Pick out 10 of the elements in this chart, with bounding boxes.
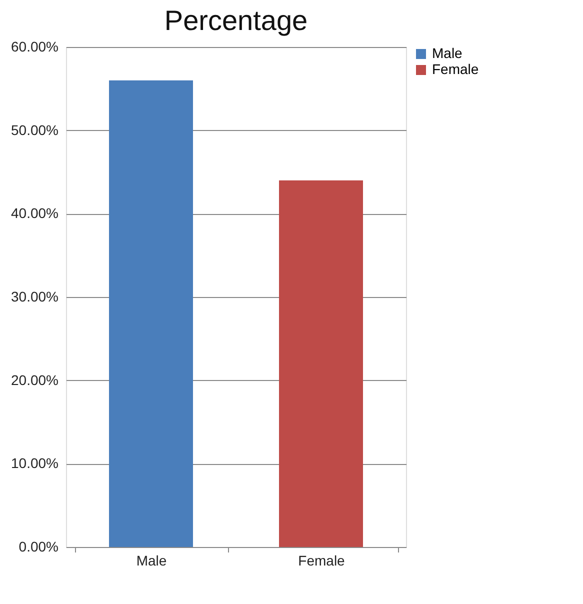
legend-label: Male xyxy=(432,45,463,61)
y-tick-label: 40.00% xyxy=(11,205,58,222)
y-tick-label: 0.00% xyxy=(18,538,58,554)
y-tick-label: 20.00% xyxy=(11,372,58,388)
legend-label: Female xyxy=(432,61,479,77)
chart-title: Percentage xyxy=(164,5,308,36)
y-tick-label: 30.00% xyxy=(11,288,58,304)
y-tick-label: 10.00% xyxy=(11,455,58,472)
y-tick-label: 50.00% xyxy=(11,122,58,138)
y-tick-label: 60.00% xyxy=(11,38,58,54)
